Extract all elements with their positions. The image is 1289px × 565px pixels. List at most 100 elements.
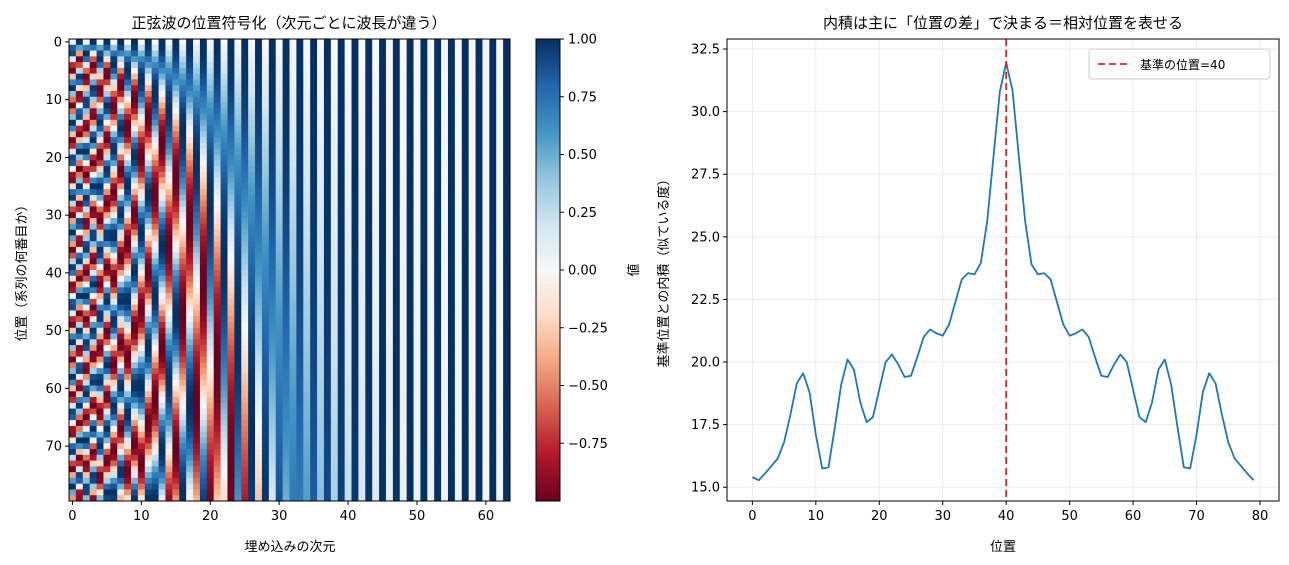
heatmap-cell — [179, 385, 187, 392]
heatmap-cell — [413, 114, 421, 121]
heatmap-cell — [296, 131, 304, 138]
heatmap-cell — [385, 327, 394, 334]
heatmap-cell — [461, 287, 470, 294]
heatmap-cell — [275, 483, 284, 490]
heatmap-cell — [199, 194, 208, 202]
heatmap-cell — [413, 443, 421, 450]
heatmap-cell — [151, 275, 159, 282]
heatmap-cell — [124, 379, 132, 386]
heatmap-cell — [144, 356, 153, 363]
heatmap-cell — [241, 148, 249, 155]
heatmap-cell — [186, 137, 194, 144]
heatmap-cell — [496, 298, 504, 306]
heatmap-cell — [75, 298, 84, 306]
heatmap-cell — [447, 373, 456, 381]
heatmap-cell — [392, 148, 401, 155]
heatmap-cell — [75, 466, 84, 473]
heatmap-cell — [503, 310, 511, 317]
heatmap-cell — [282, 119, 290, 127]
heatmap-cell — [406, 212, 414, 219]
heatmap-cell — [213, 85, 221, 92]
heatmap-cell — [255, 356, 263, 363]
heatmap-cell — [289, 218, 297, 225]
heatmap-cell — [193, 218, 201, 225]
heatmap-cell — [255, 50, 263, 57]
heatmap-cell — [427, 223, 435, 230]
heatmap-cell — [227, 466, 235, 473]
heatmap-cell — [75, 131, 84, 138]
heatmap-cell — [413, 466, 421, 473]
heatmap-cell — [151, 200, 159, 207]
heatmap-cell — [496, 264, 504, 271]
heatmap-cell — [317, 241, 325, 248]
heatmap-cell — [475, 73, 483, 80]
heatmap-cell — [172, 96, 180, 103]
heatmap-cell — [131, 114, 139, 121]
heatmap-cell — [296, 85, 304, 92]
heatmap-cell — [399, 327, 408, 334]
heatmap-cell — [206, 287, 215, 294]
heatmap-cell — [124, 281, 132, 288]
heatmap-cell — [413, 356, 421, 363]
heatmap-cell — [454, 293, 463, 300]
heatmap-cell — [172, 425, 180, 433]
heatmap-cell — [165, 183, 173, 190]
heatmap-cell — [399, 206, 408, 213]
heatmap-cell — [137, 310, 146, 317]
heatmap-cell — [213, 137, 221, 144]
heatmap-cell — [248, 275, 256, 282]
heatmap-cell — [124, 119, 132, 127]
heatmap-cell — [227, 350, 235, 358]
heatmap-cell — [399, 142, 408, 150]
heatmap-cell — [420, 212, 428, 219]
heatmap-cell — [454, 229, 463, 236]
heatmap-cell — [89, 200, 97, 207]
heatmap-cell — [344, 460, 352, 467]
heatmap-cell — [89, 443, 97, 450]
heatmap-cell — [447, 414, 456, 421]
heatmap-cell — [427, 408, 435, 415]
heatmap-cell — [427, 206, 435, 213]
heatmap-cell — [461, 281, 470, 288]
heatmap-cell — [454, 246, 463, 254]
heatmap-cell — [447, 160, 456, 167]
heatmap-cell — [413, 148, 421, 155]
heatmap-cell — [351, 148, 359, 155]
heatmap-cell — [137, 420, 146, 427]
heatmap-cell — [489, 200, 497, 207]
heatmap-cell — [413, 142, 421, 150]
heatmap-cell — [310, 275, 318, 282]
heatmap-cell — [385, 437, 394, 444]
heatmap-cell — [172, 108, 180, 115]
heatmap-cell — [303, 397, 311, 404]
heatmap-cell — [489, 160, 497, 167]
heatmap-cell — [69, 67, 77, 75]
heatmap-cell — [351, 350, 359, 358]
heatmap-cell — [441, 460, 449, 467]
heatmap-cell — [241, 391, 249, 398]
heatmap-cell — [296, 108, 304, 115]
heatmap-cell — [241, 466, 249, 473]
heatmap-cell — [406, 44, 414, 51]
heatmap-cell — [358, 119, 366, 127]
heatmap-cell — [96, 137, 104, 144]
heatmap-cell — [124, 142, 132, 150]
heatmap-cell — [179, 96, 187, 103]
heatmap-cell — [310, 73, 318, 80]
heatmap-cell — [427, 137, 435, 144]
heatmap-cell — [144, 304, 153, 311]
heatmap-cell — [255, 431, 263, 438]
heatmap-cell — [399, 85, 408, 92]
heatmap-cell — [117, 252, 125, 259]
heatmap-cell — [434, 73, 442, 80]
heatmap-cell — [172, 466, 180, 473]
heatmap-cell — [475, 206, 483, 213]
heatmap-cell — [289, 443, 297, 450]
heatmap-cell — [151, 44, 159, 51]
heatmap-cell — [255, 287, 263, 294]
heatmap-cell — [461, 183, 470, 190]
heatmap-cell — [75, 125, 84, 132]
heatmap-cell — [282, 85, 290, 92]
heatmap-cell — [234, 293, 242, 300]
heatmap-cell — [289, 246, 297, 254]
